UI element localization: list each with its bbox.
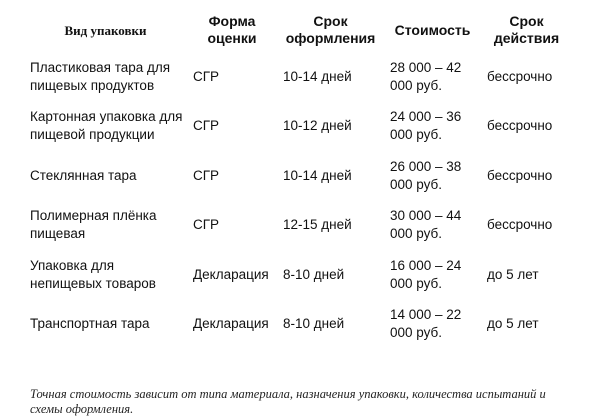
cell-assessment-form: СГР [193,68,220,84]
table-row: Транспортная тара Декларация 8-10 дней 1… [24,300,572,350]
cell-cost: 16 000 – 24 000 руб. [390,257,462,291]
cell-processing-term: 12-15 дней [283,217,352,233]
header-processing-term: Срок оформления [285,13,376,46]
packaging-table: Вид упаковки Форма оценки Срок оформлени… [24,8,572,349]
cell-processing-term: 10-12 дней [283,118,352,134]
cell-processing-term: 8-10 дней [283,316,345,332]
table-row: Полимерная плёнка пищевая СГР 12-15 дней… [24,201,572,251]
cell-processing-term: 8-10 дней [283,266,345,282]
table-row: Картонная упаковка для пищевой продукции… [24,102,572,152]
cell-package-type: Пластиковая тара для пищевых продуктов [30,59,171,93]
cell-cost: 30 000 – 44 000 руб. [390,208,462,242]
cell-cost: 26 000 – 38 000 руб. [390,158,462,192]
cell-validity: бессрочно [487,118,553,134]
cell-validity: бессрочно [487,167,553,183]
cell-package-type: Картонная упаковка для пищевой продукции [30,109,183,143]
header-assessment-form: Форма оценки [207,13,257,46]
cell-processing-term: 10-14 дней [283,167,352,183]
table-row: Упаковка для непищевых товаров Деклараци… [24,250,572,300]
cell-validity: бессрочно [487,217,553,233]
cell-validity: бессрочно [487,68,553,84]
cell-cost: 14 000 – 22 000 руб. [390,307,462,341]
cell-cost: 28 000 – 42 000 руб. [390,59,462,93]
cell-assessment-form: Декларация [193,266,269,282]
cell-assessment-form: СГР [193,217,220,233]
table-row: Стеклянная тара СГР 10-14 дней 26 000 – … [24,151,572,201]
cell-processing-term: 10-14 дней [283,68,352,84]
cell-package-type: Стеклянная тара [30,167,137,183]
cell-assessment-form: Декларация [193,316,269,332]
header-package-type: Вид упаковки [64,22,147,38]
header-cost: Стоимость [394,21,471,38]
cell-validity: до 5 лет [487,266,539,282]
cell-package-type: Транспортная тара [30,316,150,332]
cell-validity: до 5 лет [487,316,539,332]
cell-assessment-form: СГР [193,118,220,134]
cell-package-type: Упаковка для непищевых товаров [30,257,156,291]
cost-note: Точная стоимость зависит от типа материа… [30,386,546,416]
cell-cost: 24 000 – 36 000 руб. [390,109,462,143]
table-header-row: Вид упаковки Форма оценки Срок оформлени… [24,8,572,52]
cell-package-type: Полимерная плёнка пищевая [30,208,157,242]
table-row: Пластиковая тара для пищевых продуктов С… [24,52,572,102]
header-validity: Срок действия [493,13,560,46]
cell-assessment-form: СГР [193,167,220,183]
